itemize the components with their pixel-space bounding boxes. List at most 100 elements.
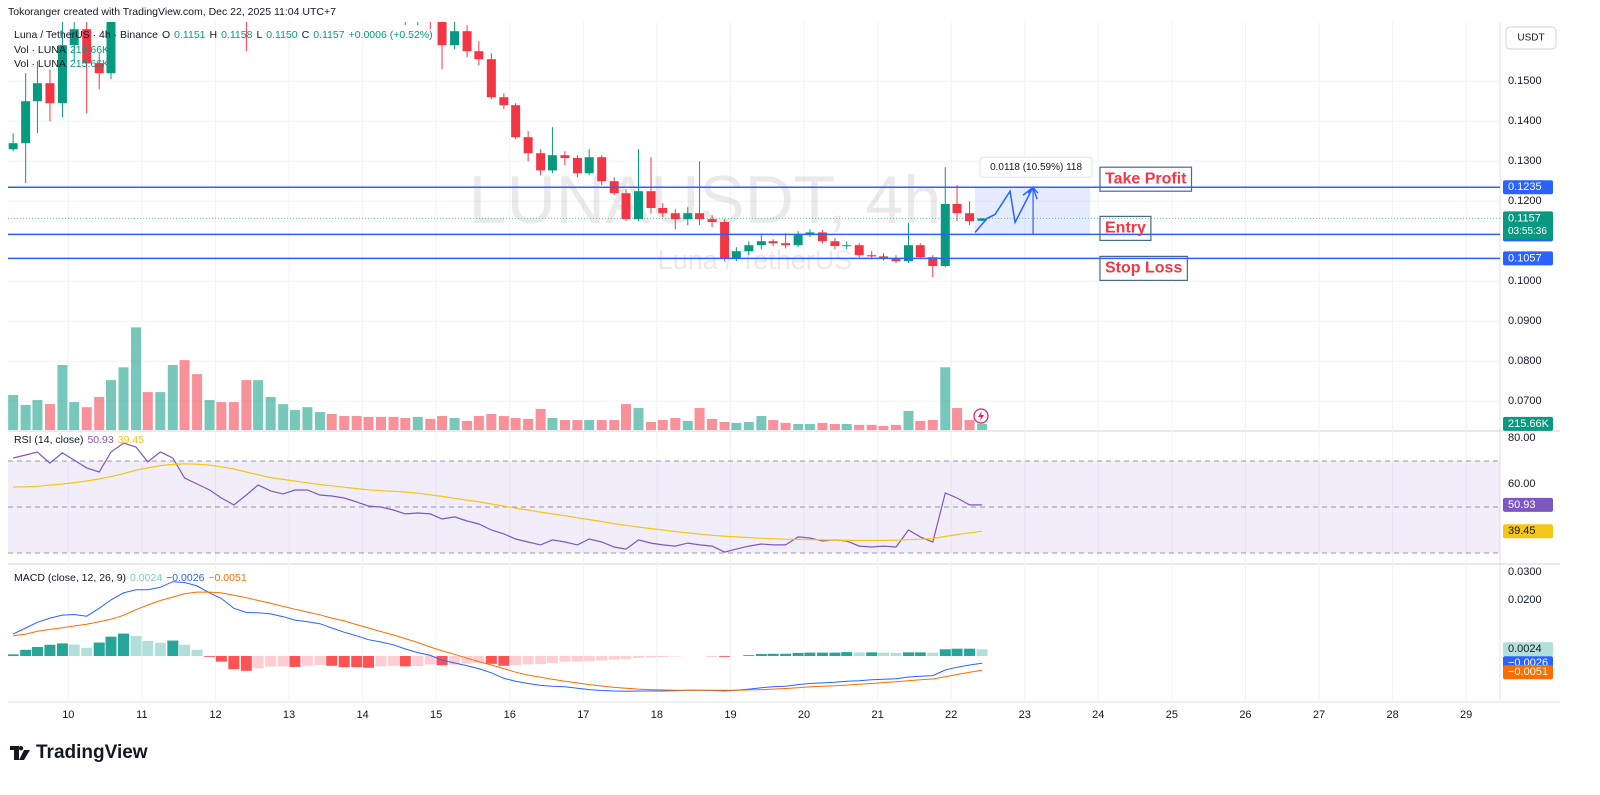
volume-bar (707, 418, 718, 430)
volume-tag: 215.66K (1508, 418, 1550, 430)
macd-histogram-bar (767, 653, 779, 656)
candle-body (878, 256, 888, 258)
macd-histogram-bar (559, 655, 571, 662)
volume-legend-name: Vol · LUNA (14, 58, 66, 70)
rsi-value: 50.93 (87, 434, 113, 446)
macd-histogram-bar (498, 655, 510, 666)
projection-label-box (979, 156, 1093, 178)
macd-histogram-bar (351, 655, 363, 668)
volume-bar (57, 365, 68, 430)
macd-histogram-bar (645, 655, 657, 658)
last-price-tag-bg (1503, 211, 1553, 240)
volume-bar (94, 396, 105, 430)
macd-histogram-bar (326, 655, 338, 666)
volume-bar (437, 416, 448, 430)
volume-bar (694, 408, 705, 430)
macd-histogram-bar (473, 655, 485, 663)
level-name-box (1099, 215, 1152, 241)
volume-legend-name: Vol · LUNA (14, 44, 66, 56)
candle-body (560, 155, 570, 158)
macd-histogram-bar (240, 655, 252, 671)
x-tick-label: 16 (504, 709, 516, 721)
volume-bar (670, 418, 681, 430)
candle-body (793, 234, 803, 246)
candle-body (57, 45, 67, 104)
macd-histogram-bar (68, 644, 80, 656)
macd-histogram-value: 0.0024 (130, 572, 162, 584)
candle-body (952, 204, 962, 214)
macd-histogram-bar (314, 655, 326, 665)
macd-histogram-bar (890, 652, 902, 656)
macd-histogram-bar (877, 652, 889, 656)
macd-histogram-bar (571, 655, 583, 662)
macd-histogram-bar (510, 655, 522, 665)
macd-histogram-bar (204, 655, 216, 657)
x-tick-label: 29 (1460, 709, 1472, 721)
volume-bar (878, 426, 889, 430)
volume-legend-value: 215.66K (70, 58, 109, 70)
x-tick-label: 22 (945, 709, 957, 721)
candle-body (683, 213, 693, 220)
x-tick-label: 28 (1386, 709, 1398, 721)
macd-histogram-bar (485, 655, 497, 664)
volume-bar (339, 416, 350, 430)
volume-bar (167, 365, 178, 430)
macd-histogram-bar (105, 636, 117, 656)
candle-body (523, 137, 533, 154)
rsi-tag-bg (1503, 524, 1553, 539)
ohlc-value: 0.1157 (313, 29, 344, 41)
macd-histogram-bar (719, 655, 731, 657)
x-tick-label: 17 (577, 709, 589, 721)
macd-histogram-bar (56, 643, 68, 656)
x-tick-label: 27 (1313, 709, 1325, 721)
x-tick-label: 18 (651, 709, 663, 721)
macd-histogram-bar (142, 640, 154, 656)
macd-histogram-bar (964, 648, 976, 656)
y-tick-label: 0.0800 (1508, 355, 1542, 367)
macd-histogram-bar (841, 652, 853, 656)
macd-histogram-bar (338, 655, 350, 668)
macd-histogram-bar (780, 653, 792, 656)
macd-histogram-bar (167, 640, 179, 656)
volume-bar (278, 404, 289, 430)
currency-box[interactable] (1505, 26, 1557, 50)
volume-bar (326, 414, 337, 430)
macd-histogram-bar (632, 655, 644, 658)
candle-body (597, 157, 607, 182)
volume-bar (829, 424, 840, 430)
volume-bar (449, 418, 460, 430)
candle-body (82, 29, 92, 64)
macd-histogram-bar (902, 652, 914, 656)
candle-body (756, 241, 766, 246)
candle-body (965, 213, 975, 222)
rsi-line (12, 442, 983, 553)
volume-bar (20, 404, 31, 430)
y-tick-label: 0.1200 (1508, 195, 1542, 207)
candle-body (547, 155, 557, 171)
x-tick-label: 10 (62, 709, 74, 721)
x-tick-label: 23 (1019, 709, 1031, 721)
macd-histogram-bar (816, 652, 828, 656)
macd-histogram-bar (228, 655, 240, 670)
level-tag: 0.1235 (1508, 181, 1542, 193)
volume-bar (927, 420, 938, 430)
x-tick-label: 14 (356, 709, 368, 721)
logo-mark (10, 746, 30, 760)
volume-bar (756, 416, 767, 430)
rsi-tag: 50.93 (1508, 499, 1536, 511)
volume-bar (804, 424, 815, 430)
candle-body (707, 219, 717, 222)
candle-body (817, 232, 827, 242)
candle-body (928, 257, 938, 266)
macd-value: −0.0026 (166, 572, 204, 584)
volume-bar (952, 408, 963, 430)
volume-bar (155, 392, 166, 430)
candle-body (731, 251, 741, 259)
y-tick-label: 0.0200 (1508, 594, 1542, 606)
volume-bar (118, 367, 129, 430)
candle-body (720, 222, 730, 259)
volume-bar (473, 416, 484, 430)
volume-bar (498, 416, 509, 430)
last-price-tag: 0.1157 (1508, 212, 1541, 224)
